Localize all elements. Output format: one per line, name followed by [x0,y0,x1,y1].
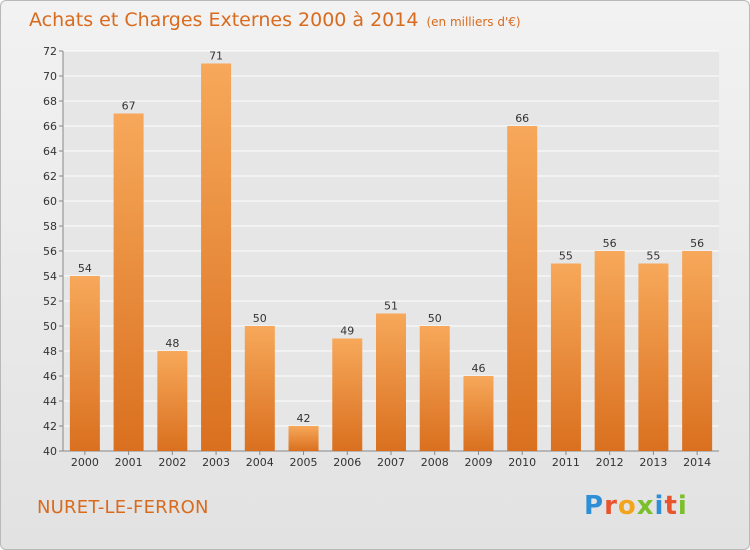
y-tick-label: 68 [43,95,57,108]
data-label: 54 [78,262,92,275]
chart-title: Achats et Charges Externes 2000 à 2014 (e… [29,9,521,31]
x-tick-label: 2003 [202,456,230,469]
bar [463,376,494,451]
bar [419,326,450,451]
bar [376,313,406,451]
data-label: 56 [690,237,704,250]
brand-letter: t [664,491,678,521]
data-label: 55 [559,250,573,263]
data-label: 50 [428,312,442,325]
place-name: NURET-LE-FERRON [37,497,209,518]
bar [113,113,144,451]
x-tick-label: 2004 [246,456,274,469]
brand-letter: i [677,491,688,521]
x-tick-label: 2006 [333,456,361,469]
y-tick-label: 54 [43,270,57,283]
y-tick-label: 50 [43,320,57,333]
x-tick-label: 2008 [421,456,449,469]
x-tick-label: 2014 [683,456,711,469]
chart-unit: (en milliers d'€) [426,15,521,29]
data-label: 56 [603,237,617,250]
data-label: 42 [297,412,311,425]
y-tick-label: 70 [43,70,57,83]
x-tick-label: 2012 [596,456,624,469]
bars [69,63,713,451]
data-label: 50 [253,312,267,325]
bar [201,63,232,451]
x-tick-label: 2002 [158,456,186,469]
x-tick-label: 2007 [377,456,405,469]
brand-letter: i [654,491,665,521]
brand-letter: o [617,491,637,521]
x-tick-label: 2009 [464,456,492,469]
y-tick-label: 56 [43,245,57,258]
brand-letter: P [584,491,605,521]
x-tick-label: 2013 [639,456,667,469]
y-tick-label: 44 [43,395,57,408]
bar [332,338,363,451]
brand-letter: x [636,491,655,521]
y-tick-label: 64 [43,145,57,158]
bar [69,276,100,451]
data-label: 66 [515,112,529,125]
y-tick-label: 72 [43,45,57,58]
bar [244,326,275,451]
y-tick-label: 66 [43,120,57,133]
bar [157,351,188,451]
bar [638,263,669,451]
data-label: 51 [384,300,398,313]
data-label: 71 [209,50,223,63]
data-label: 67 [122,100,136,113]
bar [682,251,713,451]
x-tick-label: 2005 [290,456,318,469]
bar [594,251,625,451]
y-tick-label: 46 [43,370,57,383]
y-tick-label: 60 [43,195,57,208]
bar [507,126,538,451]
data-label: 46 [471,362,485,375]
y-tick-label: 40 [43,445,57,458]
x-tick-label: 2011 [552,456,580,469]
bar [288,426,319,451]
y-tick-label: 52 [43,295,57,308]
x-tick-label: 2000 [71,456,99,469]
data-label: 49 [340,325,354,338]
y-tick-label: 48 [43,345,57,358]
labels: 2000 54 2001 67 2002 48 2003 71 2004 50 2005 42 2006… [71,50,711,470]
x-tick-label: 2001 [115,456,143,469]
data-label: 48 [165,337,179,350]
brand-logo: Proxiti [584,491,688,521]
y-tick-label: 58 [43,220,57,233]
chart-title-text: Achats et Charges Externes 2000 à 2014 [29,9,419,31]
data-label: 55 [646,250,660,263]
bar [550,263,581,451]
x-tick-label: 2010 [508,456,536,469]
y-tick-label: 42 [43,420,57,433]
brand-letter: r [604,491,618,521]
y-tick-label: 62 [43,170,57,183]
